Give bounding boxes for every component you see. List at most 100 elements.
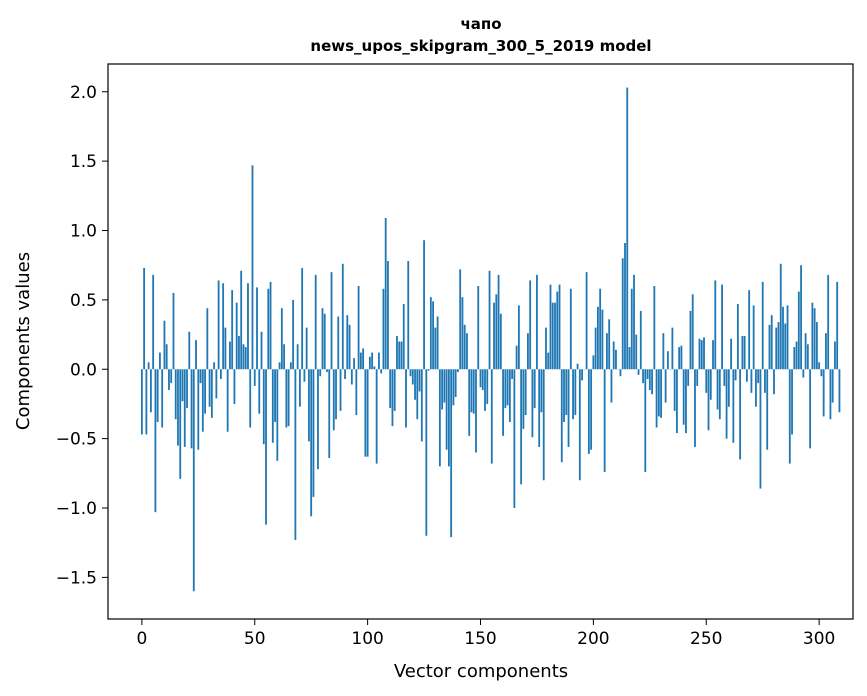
bar (371, 352, 374, 370)
bar (777, 322, 780, 370)
bar (235, 302, 238, 370)
bar (504, 369, 507, 409)
bar (206, 308, 209, 370)
bar (775, 327, 778, 370)
bar (233, 369, 236, 404)
bar (725, 369, 728, 439)
bar (405, 369, 407, 428)
bar (691, 294, 694, 370)
bar (429, 297, 432, 370)
bar (400, 341, 403, 370)
y-tick-label: −1.5 (56, 568, 97, 588)
bar (527, 333, 529, 370)
bar (258, 369, 261, 414)
bar (836, 281, 839, 370)
bar (673, 369, 676, 411)
bar (520, 369, 523, 485)
bar (511, 369, 514, 379)
bar (481, 369, 484, 391)
bar (479, 369, 482, 388)
bar-series (140, 87, 841, 592)
bar (362, 348, 365, 370)
bar (328, 369, 331, 459)
bar (271, 369, 274, 443)
bar (619, 369, 622, 377)
bar (391, 369, 394, 427)
bar (323, 313, 326, 370)
y-tick-label: 1.5 (70, 152, 97, 172)
bar (788, 369, 791, 464)
bar (477, 286, 480, 370)
bar (475, 369, 477, 453)
bar (359, 352, 362, 370)
bar (217, 280, 220, 370)
bar (398, 341, 401, 370)
bar (147, 362, 150, 370)
bar (378, 352, 380, 370)
bar (493, 302, 495, 370)
bar (276, 369, 279, 461)
bar (393, 369, 396, 411)
bar (829, 369, 832, 420)
bar (454, 369, 457, 397)
bar (260, 331, 263, 370)
bar (224, 327, 227, 370)
bar (152, 274, 155, 370)
bar (560, 369, 563, 463)
bar (355, 369, 358, 416)
bar (809, 369, 812, 449)
bar (208, 369, 211, 407)
bar (174, 369, 177, 420)
bar (156, 369, 159, 422)
bar (549, 284, 552, 370)
bar (515, 345, 518, 370)
bar (312, 369, 315, 497)
bar (820, 369, 823, 377)
bar (348, 324, 351, 370)
bar (364, 369, 367, 457)
bar (601, 309, 604, 370)
bar (666, 351, 669, 370)
bar (815, 322, 818, 370)
bar (280, 308, 283, 370)
bar (486, 369, 489, 404)
bar (170, 369, 173, 384)
bar (718, 369, 721, 420)
bar (242, 344, 245, 370)
bar (447, 369, 450, 467)
bar (319, 369, 322, 377)
bar (445, 369, 448, 450)
bar (662, 333, 665, 370)
bar (653, 286, 656, 370)
bar (565, 369, 568, 416)
bar (664, 369, 667, 403)
bar (423, 240, 425, 370)
bar (149, 369, 152, 413)
bar (432, 301, 434, 370)
bar (811, 302, 814, 370)
bar (289, 362, 292, 370)
bar (183, 369, 186, 447)
bar (438, 369, 441, 467)
bar (188, 331, 191, 370)
bar (574, 369, 577, 416)
bar (748, 290, 751, 370)
bar (770, 315, 773, 370)
bar (269, 281, 272, 370)
bar (339, 369, 342, 411)
chart-title-line1: чапо (460, 15, 501, 33)
bar (599, 288, 602, 370)
bar (628, 347, 631, 370)
bar (262, 369, 265, 445)
bar (396, 335, 398, 370)
bar (301, 267, 304, 370)
bar (791, 369, 793, 435)
bar (204, 369, 206, 414)
bar (705, 369, 708, 393)
bar (660, 369, 663, 418)
bar (784, 323, 787, 370)
bar (576, 363, 579, 370)
bar (741, 335, 744, 370)
bar (703, 337, 705, 370)
bar (296, 344, 299, 370)
